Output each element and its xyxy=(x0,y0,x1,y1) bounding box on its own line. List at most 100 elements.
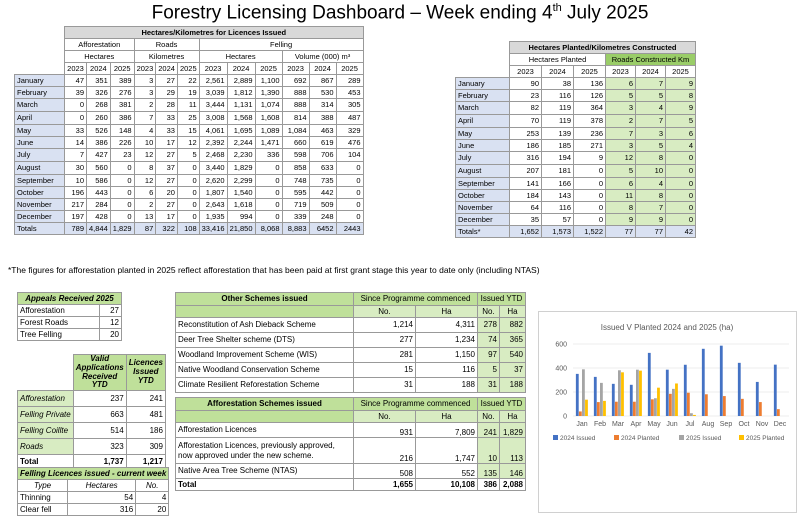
table-cell: 1,812 xyxy=(226,86,256,99)
table-row: Afforestation Licences 931 7,809 241 1,829 xyxy=(175,422,526,438)
table-cell: 12 xyxy=(605,151,636,165)
table-row: June 186 185 271 3 5 4 xyxy=(455,139,696,152)
table-cell: 2,561 xyxy=(198,74,228,87)
totals-cell: 10,108 xyxy=(415,478,478,491)
table-cell: 27 xyxy=(155,74,178,87)
table-cell: 181 xyxy=(541,164,574,178)
table-cell: 719 xyxy=(281,198,310,211)
table-cell: 33 xyxy=(155,124,178,137)
table-cell: 194 xyxy=(541,151,574,165)
y-tick-label: 400 xyxy=(555,366,567,373)
table-cell: 508 xyxy=(353,463,416,479)
appeal-type: Tree Felling xyxy=(17,328,100,341)
table-cell: 7 xyxy=(635,114,666,128)
sub-kilometres: Kilometres xyxy=(133,50,200,63)
table-cell: 560 xyxy=(86,161,111,175)
table-cell: 31 xyxy=(477,377,500,393)
bar xyxy=(701,348,705,416)
table-cell: 20 xyxy=(155,186,178,199)
year-header: 2023 xyxy=(509,65,542,78)
table-cell: 0 xyxy=(176,161,200,175)
bar xyxy=(740,398,744,416)
felling-type: Clear fell xyxy=(16,503,69,516)
other-schemes-header: Other Schemes issued xyxy=(175,292,354,306)
totals-cell: 4,844 xyxy=(86,222,111,235)
table-cell: 931 xyxy=(353,422,416,438)
x-tick-label: Nov xyxy=(756,421,769,428)
table-cell: 126 xyxy=(573,89,606,102)
table-cell: 2,889 xyxy=(226,74,256,87)
table-row: October 184 143 0 11 8 0 xyxy=(455,189,696,202)
scheme-name: Woodland Improvement Scheme (WIS) xyxy=(175,347,354,363)
table-cell: 4 xyxy=(635,101,666,115)
table-cell: 3,039 xyxy=(198,86,228,99)
table-cell: 0 xyxy=(254,161,283,175)
table-cell: 268 xyxy=(86,98,111,112)
year-header: 2023 xyxy=(64,62,87,75)
table-cell: 1,618 xyxy=(226,198,256,211)
table-cell: 339 xyxy=(281,210,310,223)
totals-row: Totals 789 4,844 1,829 87 322 108 33,416 21,850 8… xyxy=(14,222,364,235)
table-row: Afforestation 237 241 xyxy=(17,390,166,408)
bar xyxy=(686,392,690,416)
issued-planted-chart: Issued V Planted 2024 and 2025 (ha) 0 200… xyxy=(538,311,797,513)
page-title: Forestry Licensing Dashboard – Week endi… xyxy=(151,2,649,24)
table-cell: 4 xyxy=(665,139,696,152)
table-cell: 5 xyxy=(477,362,500,378)
x-tick-label: May xyxy=(647,421,661,428)
month-label: March xyxy=(14,98,65,112)
table-cell: 8 xyxy=(635,151,666,165)
table-cell: 994 xyxy=(226,210,256,223)
table-cell: 0 xyxy=(665,213,696,226)
table-cell: 4,311 xyxy=(415,317,478,333)
table-cell: 0 xyxy=(254,198,283,211)
bar xyxy=(665,369,669,416)
year-header: 2025 xyxy=(665,65,696,78)
table-row: August 30 560 0 8 37 0 3,440 1,829 0 858 633 0 xyxy=(14,161,364,175)
x-tick-label: Oct xyxy=(739,421,750,428)
table-cell: 0 xyxy=(109,161,135,175)
appeal-count: 20 xyxy=(99,328,122,341)
issued-count: 241 xyxy=(125,390,166,408)
table-cell: 314 xyxy=(308,98,337,112)
table-cell: 11 xyxy=(605,189,636,202)
table-row: June 14 386 226 10 17 12 2,392 2,244 1,471 660 619 4… xyxy=(14,136,364,149)
x-tick-label: Feb xyxy=(594,421,606,428)
table-row: Afforestation Licences, previously appro… xyxy=(175,437,526,464)
table-row: April 70 119 378 2 7 5 xyxy=(455,114,696,128)
table-cell: 2 xyxy=(605,114,636,128)
table-cell: 2,230 xyxy=(226,148,256,162)
table-cell: 388 xyxy=(308,111,337,125)
year-header: 2025 xyxy=(335,62,364,75)
aff-schemes-header: Afforestation Schemes issued xyxy=(175,397,354,411)
bar xyxy=(755,381,759,416)
table-cell: 1,390 xyxy=(254,86,283,99)
table-cell: 116 xyxy=(415,362,478,378)
table-cell: 1,540 xyxy=(226,186,256,199)
totals-cell: Totals* xyxy=(455,225,510,238)
table-row: Afforestation 27 xyxy=(17,304,122,317)
table-row: April 0 260 386 7 33 25 3,008 1,568 1,608 814 388 48… xyxy=(14,111,364,125)
table-row: September 10 586 0 12 27 0 2,620 2,299 0 748 735 0 xyxy=(14,174,364,187)
month-label: July xyxy=(455,151,510,165)
table-cell: 90 xyxy=(509,77,542,90)
planted-table: Hectares Planted/Kilometres Constructed … xyxy=(455,41,696,238)
table-cell: 74 xyxy=(477,332,500,348)
chart-title: Issued V Planted 2024 and 2025 (ha) xyxy=(601,323,734,332)
table-cell: 9 xyxy=(573,151,606,165)
table-cell: 4 xyxy=(635,177,666,190)
month-label: December xyxy=(455,213,510,226)
x-tick-label: Mar xyxy=(612,421,625,428)
table-cell: 248 xyxy=(308,210,337,223)
bar xyxy=(722,396,726,416)
issued-count: 481 xyxy=(125,406,166,424)
table-cell: 0 xyxy=(109,198,135,211)
table-cell: 33 xyxy=(155,111,178,125)
table-cell: 7,809 xyxy=(415,422,478,438)
table-cell: 6 xyxy=(605,77,636,90)
table-cell: 0 xyxy=(573,189,606,202)
legend-label: 2024 Planted xyxy=(621,435,660,442)
table-cell: 1,131 xyxy=(226,98,256,112)
table-cell: 427 xyxy=(86,148,111,162)
table-cell: 1,935 xyxy=(198,210,228,223)
